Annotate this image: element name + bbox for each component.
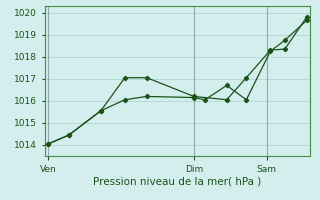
- X-axis label: Pression niveau de la mer( hPa ): Pression niveau de la mer( hPa ): [93, 177, 262, 187]
